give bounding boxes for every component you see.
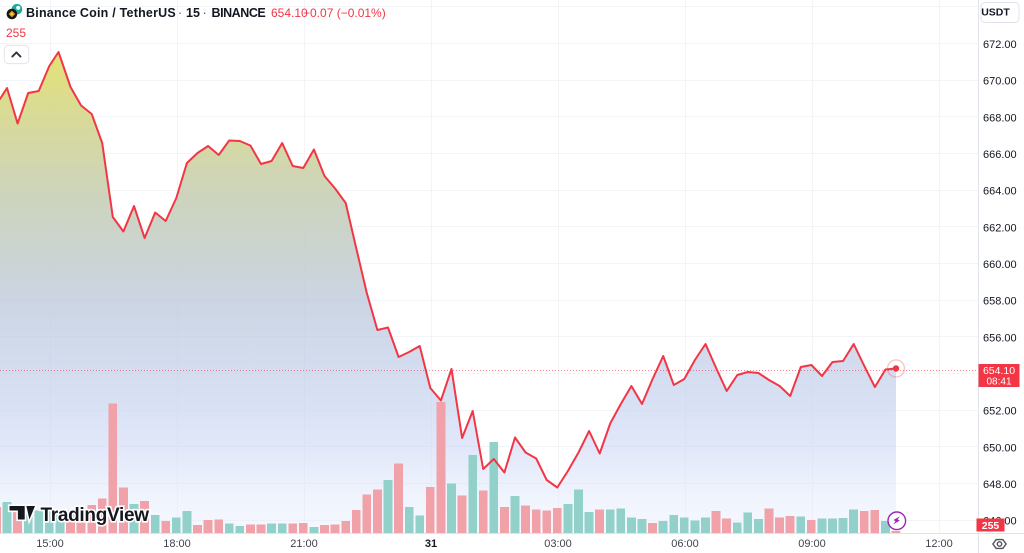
svg-text:·: ·	[178, 6, 182, 20]
svg-text:·: ·	[203, 6, 207, 20]
svg-text:666.00: 666.00	[983, 149, 1017, 161]
svg-text:31: 31	[425, 538, 437, 550]
svg-text:648.00: 648.00	[983, 479, 1017, 491]
svg-text:650.00: 650.00	[983, 442, 1017, 454]
svg-text:652.00: 652.00	[983, 406, 1017, 418]
svg-text:654.10: 654.10	[271, 6, 308, 20]
svg-text:03:00: 03:00	[544, 538, 572, 550]
svg-text:15:00: 15:00	[36, 538, 64, 550]
svg-text:12:00: 12:00	[925, 538, 953, 550]
svg-text:672.00: 672.00	[983, 39, 1017, 51]
svg-text:09:00: 09:00	[798, 538, 826, 550]
svg-text:BINANCE: BINANCE	[212, 6, 266, 20]
svg-text:664.00: 664.00	[983, 186, 1017, 198]
svg-text:Binance Coin / TetherUS: Binance Coin / TetherUS	[26, 6, 176, 20]
svg-text:18:00: 18:00	[163, 538, 191, 550]
svg-text:255: 255	[6, 26, 26, 40]
svg-text:TradingView: TradingView	[41, 505, 150, 526]
svg-text:06:00: 06:00	[671, 538, 699, 550]
svg-text:08:41: 08:41	[986, 377, 1011, 388]
svg-text:−0.07 (−0.01%): −0.07 (−0.01%)	[303, 6, 386, 20]
svg-text:660.00: 660.00	[983, 259, 1017, 271]
svg-text:654.10: 654.10	[983, 365, 1015, 377]
svg-text:668.00: 668.00	[983, 112, 1017, 124]
svg-text:662.00: 662.00	[983, 222, 1017, 234]
svg-text:15: 15	[186, 6, 200, 20]
svg-text:21:00: 21:00	[290, 538, 318, 550]
svg-text:656.00: 656.00	[983, 332, 1017, 344]
svg-text:USDT: USDT	[981, 7, 1010, 19]
svg-text:670.00: 670.00	[983, 76, 1017, 88]
svg-text:658.00: 658.00	[983, 296, 1017, 308]
svg-text:255: 255	[982, 520, 1000, 532]
